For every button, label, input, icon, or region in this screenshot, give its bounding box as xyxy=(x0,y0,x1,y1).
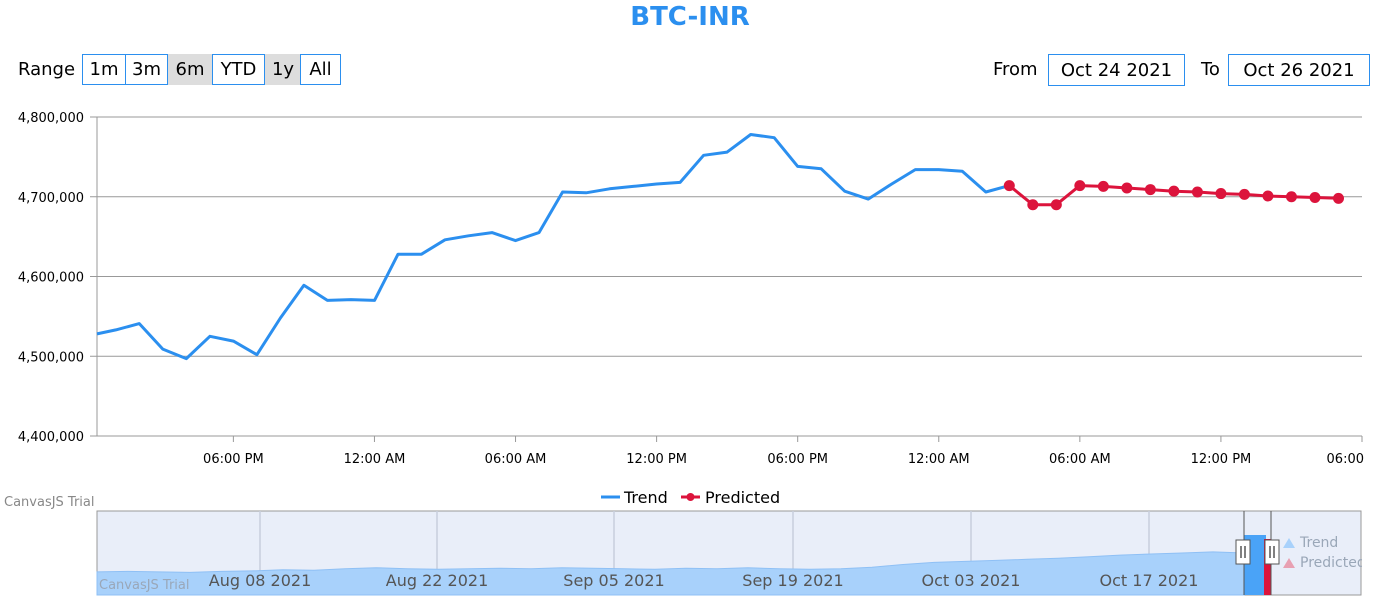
predicted-point xyxy=(1215,188,1227,200)
navigator-date-label: Aug 08 2021 xyxy=(209,571,312,590)
x-tick-label: 06:00 AM xyxy=(1049,452,1111,467)
navigator-selected-predicted xyxy=(1264,539,1271,595)
y-tick-label: 4,600,000 xyxy=(18,271,84,286)
navigator-date-label: Oct 03 2021 xyxy=(922,571,1021,590)
main-legend: Trend Predicted xyxy=(601,488,780,507)
chart-title: BTC-INR xyxy=(630,2,750,32)
y-tick-label: 4,500,000 xyxy=(18,350,84,365)
range-button-3m[interactable]: 3m xyxy=(125,54,168,85)
y-tick-label: 4,400,000 xyxy=(18,430,84,445)
y-tick-label: 4,800,000 xyxy=(18,111,84,126)
x-tick-label: 12:00 AM xyxy=(344,452,406,467)
predicted-point xyxy=(1309,192,1321,204)
x-tick-label: 12:00 PM xyxy=(1191,452,1252,467)
from-date-input[interactable] xyxy=(1048,54,1185,86)
navigator-left-handle[interactable] xyxy=(1235,539,1251,565)
range-button-6m[interactable]: 6m xyxy=(168,54,212,85)
x-tick-label: 12:00 PM xyxy=(626,452,687,467)
navigator-legend-predicted-marker xyxy=(1283,558,1295,568)
predicted-point xyxy=(1074,180,1086,192)
x-tick-label: 06:00 PM xyxy=(767,452,828,467)
navigator-date-label: Aug 22 2021 xyxy=(386,571,489,590)
predicted-point xyxy=(1285,191,1297,203)
navigator-legend-trend-marker xyxy=(1283,538,1295,548)
x-tick-label: 06:00 PM xyxy=(203,452,264,467)
to-date-input[interactable] xyxy=(1228,54,1370,86)
predicted-point xyxy=(1003,180,1015,192)
predicted-point xyxy=(1121,182,1133,194)
predicted-point xyxy=(1238,188,1250,200)
x-tick-label: 12:00 AM xyxy=(908,452,970,467)
predicted-point xyxy=(1168,185,1180,197)
navigator-legend-trend-label: Trend xyxy=(1299,535,1338,551)
predicted-point xyxy=(1097,180,1109,192)
trend-line xyxy=(96,133,1010,361)
predicted-point xyxy=(1144,184,1156,196)
range-button-1m[interactable]: 1m xyxy=(82,54,126,85)
range-button-all[interactable]: All xyxy=(300,54,341,85)
y-tick-label: 4,700,000 xyxy=(18,191,84,206)
main-plot: 4,800,000 4,700,000 4,600,000 4,500,000 4,40… xyxy=(18,111,1364,467)
predicted-point xyxy=(1027,199,1039,211)
predicted-point xyxy=(1050,199,1062,211)
navigator-legend-predicted-label: Predicted xyxy=(1300,555,1366,571)
range-button-ytd[interactable]: YTD xyxy=(212,54,265,85)
predicted-point xyxy=(1332,192,1344,204)
navigator-trend-area xyxy=(96,551,1245,596)
legend-predicted-marker xyxy=(686,493,695,501)
navigator-date-label: Sep 05 2021 xyxy=(563,571,664,590)
legend-predicted-label: Predicted xyxy=(705,488,780,507)
navigator[interactable]: CanvasJS Trial Aug 08 2021 Aug 22 2021 Sep … xyxy=(96,505,1380,600)
navigator-date-label: Sep 19 2021 xyxy=(742,571,843,590)
predicted-point xyxy=(1262,190,1274,202)
range-button-1y[interactable]: 1y xyxy=(265,54,301,85)
from-label: From xyxy=(993,59,1038,80)
predicted-point xyxy=(1191,186,1203,198)
navigator-date-label: Oct 17 2021 xyxy=(1100,571,1199,590)
to-label: To xyxy=(1201,59,1220,80)
navigator-right-handle[interactable] xyxy=(1264,539,1280,565)
x-tick-label: 06:00 xyxy=(1327,452,1364,467)
legend-trend-label: Trend xyxy=(623,488,668,507)
handle-box xyxy=(1264,539,1280,565)
watermark-main: CanvasJS Trial xyxy=(4,495,95,510)
handle-box xyxy=(1235,539,1251,565)
navigator-clip xyxy=(1362,505,1380,600)
x-tick-label: 06:00 AM xyxy=(485,452,547,467)
navigator-watermark: CanvasJS Trial xyxy=(99,578,190,593)
range-label: Range xyxy=(18,59,76,80)
